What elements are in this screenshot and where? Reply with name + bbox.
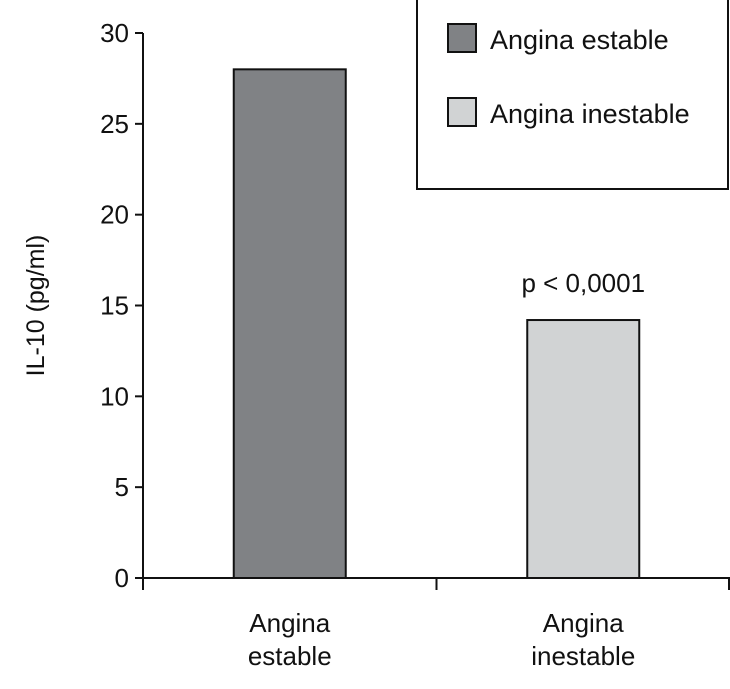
legend-swatch xyxy=(447,23,477,53)
y-tick-label: 0 xyxy=(115,563,129,593)
x-tick-label: estable xyxy=(248,641,332,671)
x-tick-label: inestable xyxy=(531,641,635,671)
x-tick-label: Angina xyxy=(543,608,624,638)
legend-label: Angina inestable xyxy=(490,99,690,129)
bar-angina-estable xyxy=(232,68,347,579)
x-tick-label: Angina xyxy=(249,608,330,638)
p-value-annotation: p < 0,0001 xyxy=(521,268,645,298)
legend-swatch xyxy=(447,97,477,127)
y-tick-label: 15 xyxy=(100,291,129,321)
y-tick-label: 30 xyxy=(100,18,129,48)
legend-label: Angina estable xyxy=(490,25,669,55)
y-tick-label: 10 xyxy=(100,381,129,411)
bar-angina-inestable xyxy=(526,319,641,579)
y-axis-label: IL-10 (pg/ml) xyxy=(22,235,50,377)
y-tick-label: 25 xyxy=(100,109,129,139)
y-tick-label: 20 xyxy=(100,200,129,230)
y-tick-label: 5 xyxy=(115,472,129,502)
